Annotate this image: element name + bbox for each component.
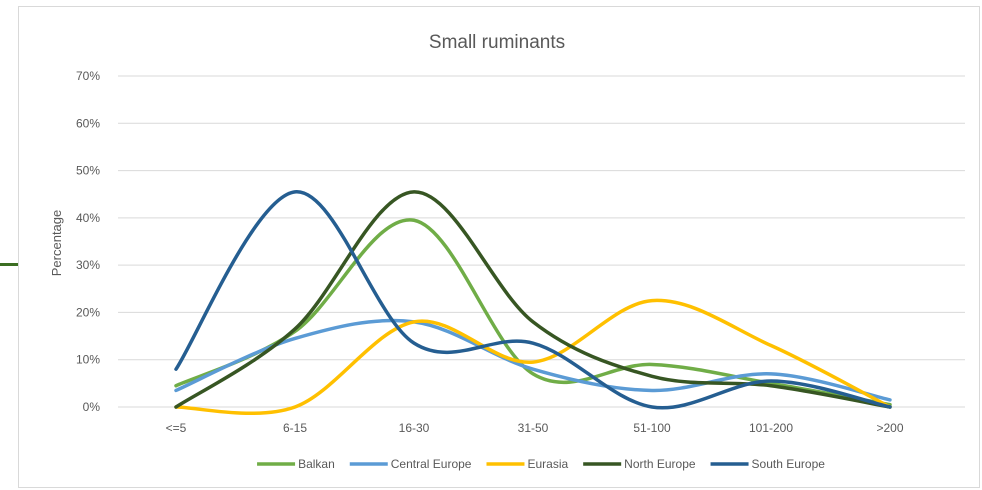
legend-item-north-europe: North Europe (583, 457, 696, 471)
legend-label: Central Europe (391, 457, 472, 471)
legend-label: South Europe (752, 457, 826, 471)
x-tick-label: 6-15 (283, 421, 307, 435)
y-tick-label: 0% (83, 400, 101, 414)
series-line-eurasia (174, 298, 892, 416)
legend: Balkan Central Europe Eurasia North Europe S… (257, 457, 825, 471)
y-tick-label: 50% (76, 164, 100, 178)
series-line-north-europe (174, 190, 892, 409)
x-tick-label: 31-50 (518, 421, 549, 435)
legend-label: Eurasia (527, 457, 568, 471)
x-tick-label: 51-100 (633, 421, 671, 435)
x-axis-ticks: <=5 6-15 16-30 31-50 51-100 101-200 >200 (166, 421, 904, 435)
y-tick-label: 20% (76, 305, 100, 319)
series-line-central-europe (174, 318, 892, 402)
y-tick-label: 40% (76, 211, 100, 225)
left-edge-marker (0, 263, 18, 266)
x-tick-label: >200 (876, 421, 903, 435)
legend-label: North Europe (624, 457, 696, 471)
series-lines (174, 190, 892, 416)
y-tick-label: 30% (76, 258, 100, 272)
y-axis-label: Percentage (49, 210, 64, 277)
x-tick-label: 16-30 (399, 421, 430, 435)
x-tick-label: 101-200 (749, 421, 793, 435)
series-line-south-europe (174, 190, 892, 410)
legend-item-central-europe: Central Europe (349, 457, 472, 471)
x-tick-label: <=5 (166, 421, 187, 435)
y-axis-ticks: 0% 10% 20% 30% 40% 50% 60% 70% (76, 69, 100, 414)
legend-item-balkan: Balkan (257, 457, 335, 471)
legend-item-south-europe: South Europe (710, 457, 826, 471)
y-tick-label: 60% (76, 116, 100, 130)
chart-title: Small ruminants (429, 32, 565, 53)
legend-label: Balkan (298, 457, 335, 471)
y-tick-label: 70% (76, 69, 100, 83)
legend-item-eurasia: Eurasia (486, 457, 568, 471)
y-tick-label: 10% (76, 353, 100, 367)
